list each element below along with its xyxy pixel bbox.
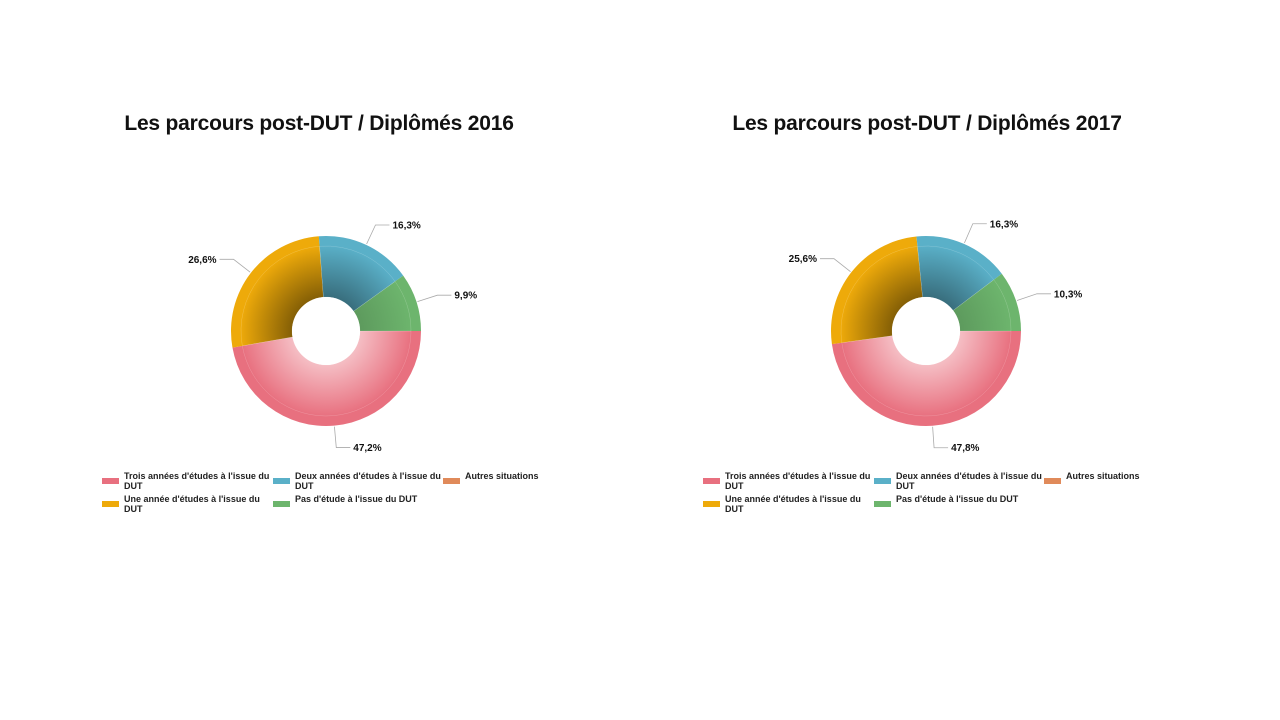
donut-chart: 47,8% 25,6% 16,3% 10,3% xyxy=(789,219,1083,454)
leader-line-trois xyxy=(932,426,949,449)
data-label-pas: 10,3% xyxy=(1054,289,1082,300)
legend-swatch xyxy=(273,501,290,507)
legend-label: Pas d'étude à l'issue du DUT xyxy=(896,494,1019,504)
leader-line-deux xyxy=(964,223,987,244)
leader-line-trois xyxy=(334,426,351,448)
donut-chart: 47,2% 26,6% 16,3% 9,9% xyxy=(188,220,477,454)
slice-rim-pas xyxy=(394,275,421,331)
legend-swatch xyxy=(703,501,720,507)
slice-rim-une xyxy=(831,236,918,345)
chart-panel-2016: Les parcours post-DUT / Diplômés 2016 47… xyxy=(102,112,562,520)
legend-label: Trois années d'études à l'issue du DUT xyxy=(124,471,270,491)
leader-line-une xyxy=(219,258,251,273)
legend-label: Autres situations xyxy=(1066,471,1140,481)
chart-legend: Trois années d'études à l'issue du DUT D… xyxy=(102,471,562,520)
legend-swatch xyxy=(102,501,119,507)
chart-title: Les parcours post-DUT / Diplômés 2017 xyxy=(732,112,1122,135)
leader-line-pas xyxy=(1016,293,1051,301)
legend-swatch xyxy=(273,478,290,484)
legend-label: Pas d'étude à l'issue du DUT xyxy=(295,494,418,504)
slice-une xyxy=(840,246,923,343)
legend-swatch xyxy=(1044,478,1061,484)
data-label-une: 25,6% xyxy=(789,254,817,265)
legend-label: Trois années d'études à l'issue du DUT xyxy=(725,471,871,491)
legend-swatch xyxy=(443,478,460,484)
data-label-trois: 47,8% xyxy=(951,443,979,454)
slice-rim-trois xyxy=(232,331,421,427)
slice-rim-pas xyxy=(993,273,1021,331)
legend-label: Deux années d'études à l'issue du DUT xyxy=(295,471,441,491)
donut-hole xyxy=(892,297,960,365)
donut-hole xyxy=(292,297,360,365)
legend-swatch xyxy=(703,478,720,484)
leader-line-deux xyxy=(366,224,390,245)
chart-title: Les parcours post-DUT / Diplômés 2016 xyxy=(124,112,514,135)
legend-label: Autres situations xyxy=(465,471,539,481)
legend-label: Une année d'études à l'issue du DUT xyxy=(725,494,861,514)
legend-swatch xyxy=(874,478,891,484)
slice-pas xyxy=(353,281,412,332)
leader-line-une xyxy=(820,258,851,273)
chart-legend: Trois années d'études à l'issue du DUT D… xyxy=(703,471,1163,520)
data-label-une: 26,6% xyxy=(188,255,216,266)
data-label-deux: 16,3% xyxy=(990,219,1018,230)
slice-rim-trois xyxy=(831,331,1021,427)
legend-label: Deux années d'études à l'issue du DUT xyxy=(896,471,1042,491)
chart-panel-2017: Les parcours post-DUT / Diplômés 2017 47… xyxy=(600,0,1240,720)
data-label-deux: 16,3% xyxy=(392,220,420,231)
legend-label: Une année d'études à l'issue du DUT xyxy=(124,494,260,514)
leader-line-pas xyxy=(417,294,452,303)
data-label-trois: 47,2% xyxy=(353,443,381,454)
legend-swatch xyxy=(102,478,119,484)
data-label-pas: 9,9% xyxy=(454,291,477,302)
legend-swatch xyxy=(874,501,891,507)
